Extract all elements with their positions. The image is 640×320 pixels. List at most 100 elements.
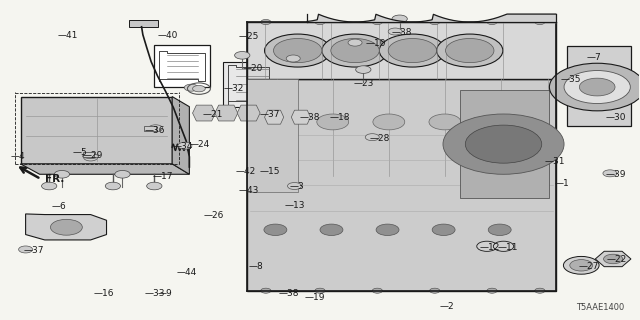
Circle shape <box>273 38 322 63</box>
Circle shape <box>148 125 163 132</box>
Text: —34: —34 <box>172 142 193 151</box>
Circle shape <box>579 78 615 96</box>
Polygon shape <box>20 164 189 174</box>
Circle shape <box>388 38 436 63</box>
Text: —27: —27 <box>578 262 598 271</box>
Text: —24: —24 <box>189 140 210 149</box>
Circle shape <box>392 15 407 23</box>
Circle shape <box>487 20 497 25</box>
Text: T5AAE1400: T5AAE1400 <box>577 303 625 312</box>
Circle shape <box>51 219 83 235</box>
Text: —33: —33 <box>145 289 165 298</box>
Circle shape <box>373 114 404 130</box>
Circle shape <box>315 288 325 293</box>
Circle shape <box>260 114 292 130</box>
Text: —36: —36 <box>145 126 165 135</box>
Circle shape <box>429 20 440 25</box>
Circle shape <box>178 142 192 149</box>
Text: —26: —26 <box>204 211 225 220</box>
Circle shape <box>485 114 517 130</box>
Circle shape <box>115 171 130 178</box>
Circle shape <box>264 34 331 67</box>
Text: —7: —7 <box>586 53 601 62</box>
Circle shape <box>287 182 301 189</box>
Text: —22: —22 <box>607 255 627 264</box>
Circle shape <box>105 182 120 190</box>
Polygon shape <box>237 105 260 121</box>
Text: —43: —43 <box>239 186 259 195</box>
Text: —6: —6 <box>51 203 66 212</box>
Text: —13: —13 <box>285 202 305 211</box>
Circle shape <box>322 34 388 67</box>
Text: FR.: FR. <box>45 174 64 184</box>
Circle shape <box>19 246 33 253</box>
Text: —35: —35 <box>561 75 581 84</box>
Circle shape <box>260 288 271 293</box>
Circle shape <box>331 38 380 63</box>
Circle shape <box>365 134 380 141</box>
Circle shape <box>348 39 362 46</box>
Text: —30: —30 <box>605 113 626 122</box>
Circle shape <box>380 34 445 67</box>
Text: —2: —2 <box>440 302 454 311</box>
Circle shape <box>54 171 70 178</box>
Text: —10: —10 <box>366 39 387 48</box>
Text: —15: —15 <box>259 167 280 176</box>
Bar <box>144 126 156 131</box>
Circle shape <box>184 84 198 91</box>
Circle shape <box>603 170 617 177</box>
Polygon shape <box>291 110 310 124</box>
Text: —37: —37 <box>259 109 280 118</box>
Text: —11: —11 <box>497 243 518 252</box>
Text: —1: —1 <box>554 179 569 188</box>
Circle shape <box>235 52 250 59</box>
Text: —23: —23 <box>353 79 374 88</box>
Circle shape <box>535 20 545 25</box>
Text: —32: —32 <box>223 84 243 93</box>
Circle shape <box>260 20 271 25</box>
Text: —5: —5 <box>73 148 88 157</box>
Polygon shape <box>223 62 274 107</box>
Text: —42: —42 <box>236 167 256 176</box>
Text: —28: —28 <box>370 134 390 143</box>
Circle shape <box>465 125 541 163</box>
Ellipse shape <box>83 154 99 158</box>
Polygon shape <box>264 110 284 124</box>
Text: —29: —29 <box>83 151 103 160</box>
Text: —19: —19 <box>304 293 324 302</box>
Text: —39: —39 <box>605 170 626 179</box>
Text: —38: —38 <box>300 113 320 122</box>
Circle shape <box>493 241 514 252</box>
Text: —31: —31 <box>544 157 565 166</box>
Circle shape <box>436 34 503 67</box>
Polygon shape <box>460 90 549 198</box>
Circle shape <box>429 114 461 130</box>
Text: —4: —4 <box>11 152 26 161</box>
Polygon shape <box>193 105 216 121</box>
Circle shape <box>535 288 545 293</box>
Text: —16: —16 <box>94 289 115 298</box>
Text: —41: —41 <box>58 31 78 40</box>
Text: —8: —8 <box>248 262 264 271</box>
Polygon shape <box>20 97 172 164</box>
Circle shape <box>320 224 343 236</box>
Circle shape <box>356 66 371 73</box>
Polygon shape <box>172 97 189 174</box>
Circle shape <box>372 288 383 293</box>
Text: —40: —40 <box>157 31 178 40</box>
Circle shape <box>488 224 511 236</box>
Bar <box>83 152 95 157</box>
Circle shape <box>564 70 630 104</box>
Polygon shape <box>246 79 556 291</box>
Text: —12: —12 <box>479 243 500 252</box>
Circle shape <box>570 260 593 271</box>
Circle shape <box>42 182 57 190</box>
Circle shape <box>443 114 564 174</box>
Circle shape <box>193 85 205 92</box>
Text: —37: —37 <box>24 246 44 255</box>
Circle shape <box>388 28 402 35</box>
Text: —21: —21 <box>202 109 223 118</box>
Text: —20: —20 <box>243 63 262 73</box>
Circle shape <box>317 114 349 130</box>
Circle shape <box>432 224 455 236</box>
